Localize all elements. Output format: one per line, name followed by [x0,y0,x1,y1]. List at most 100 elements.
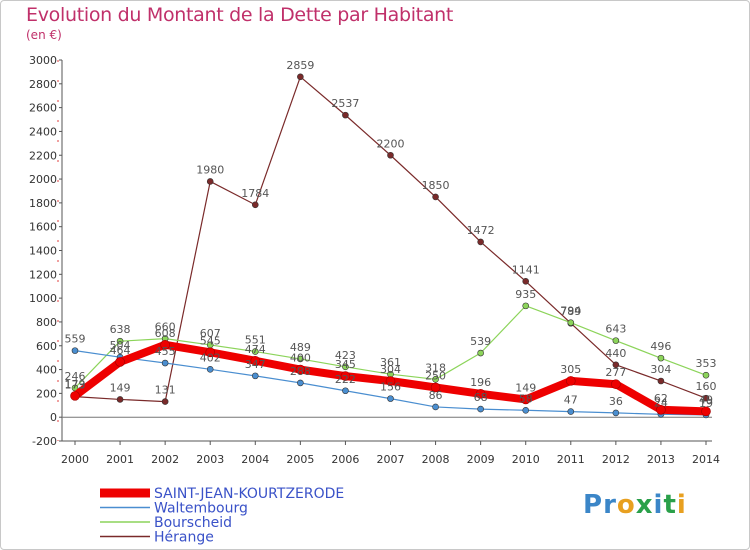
data-label-bourscheid: 607 [200,327,221,340]
data-label-h-range: 1980 [196,163,224,176]
data-label-waltembourg: 347 [245,358,266,371]
logo-letter: P [583,490,604,520]
y-tick-label: 1200 [29,268,57,281]
data-label-bourscheid: 489 [290,341,311,354]
data-label-saint-jean-kourtzerode: 304 [380,363,401,376]
y-tick-label: 2600 [29,102,57,115]
data-label-h-range: 304 [650,363,671,376]
data-label-waltembourg: 19 [699,397,713,410]
y-tick-label: 1400 [29,245,57,258]
y-tick-label: 3000 [29,54,57,67]
data-label-h-range: 2859 [286,59,314,72]
y-tick-label: 0 [50,411,57,424]
x-tick-label: 2006 [331,453,359,466]
data-point-saint-jean-kourtzerode [656,405,666,415]
y-tick-label: 2400 [29,125,57,138]
data-point-saint-jean-kourtzerode [340,371,351,381]
data-label-saint-jean-kourtzerode: 277 [605,366,626,379]
data-label-h-range: 440 [605,347,626,360]
x-tick-label: 2003 [196,453,224,466]
data-label-waltembourg: 402 [200,351,221,364]
y-tick-label: -200 [32,435,57,448]
x-tick-label: 2004 [241,453,269,466]
x-tick-label: 2013 [647,453,675,466]
data-label-h-range: 1784 [241,187,269,200]
data-label-saint-jean-kourtzerode: 149 [515,381,536,394]
data-point-waltembourg [387,395,394,402]
data-label-h-range: 160 [696,380,717,393]
data-label-waltembourg: 504 [110,339,131,352]
data-point-h-range [342,111,349,119]
data-point-h-range [206,178,214,185]
data-label-saint-jean-kourtzerode: 545 [200,334,221,347]
data-label-waltembourg: 68 [474,391,488,404]
data-point-h-range [297,73,304,81]
data-label-h-range: 2200 [377,137,405,150]
data-point-bourscheid [297,355,304,363]
data-label-saint-jean-kourtzerode: 49 [699,393,713,406]
legend-label-h-range: Hérange [154,530,214,546]
y-tick-label: 1800 [29,197,57,210]
legend-label-saint-jean-kourtzerode: SAINT-JEAN-KOURTZERODE [154,486,344,502]
data-label-h-range: 789 [560,305,581,318]
data-label-h-range: 149 [110,381,131,394]
data-label-saint-jean-kourtzerode: 464 [110,344,131,357]
x-tick-label: 2002 [151,453,179,466]
data-label-bourscheid: 638 [110,323,131,336]
proxiti-logo: Proxiti [583,490,687,520]
data-point-waltembourg [297,379,304,387]
data-point-saint-jean-kourtzerode [250,355,261,366]
y-tick-label: 1000 [29,292,57,305]
series-waltembourg [71,347,710,419]
data-label-h-range: 131 [155,384,176,397]
data-point-waltembourg [432,403,439,411]
data-label-bourscheid: 539 [470,335,491,348]
data-label-bourscheid: 794 [560,305,581,318]
x-tick-label: 2001 [106,453,134,466]
data-label-bourscheid: 935 [515,288,536,301]
data-point-saint-jean-kourtzerode [701,406,711,417]
data-point-saint-jean-kourtzerode [475,389,486,399]
x-tick-label: 2007 [377,453,405,466]
data-label-bourscheid: 361 [380,356,401,369]
data-label-waltembourg: 455 [155,345,176,358]
data-point-bourscheid [477,349,484,357]
data-point-bourscheid [522,302,530,310]
y-tick-label: 2200 [29,149,57,162]
logo-letter: i [653,490,664,520]
data-label-h-range: 2537 [331,97,359,110]
data-label-h-range: 1472 [467,224,495,237]
data-point-waltembourg [522,406,530,414]
y-tick-label: 1600 [29,221,57,234]
data-label-waltembourg: 86 [429,389,443,402]
x-tick-label: 2012 [602,453,630,466]
y-tick-label: 200 [36,387,57,400]
data-point-h-range [161,398,169,405]
data-point-saint-jean-kourtzerode [520,394,531,405]
data-label-waltembourg: 156 [380,381,401,394]
data-label-h-range: 173 [65,379,86,392]
data-point-waltembourg [206,366,214,373]
data-point-bourscheid [567,319,575,326]
data-point-saint-jean-kourtzerode [70,391,80,401]
data-point-h-range [387,151,394,159]
data-point-saint-jean-kourtzerode [160,339,170,350]
data-point-waltembourg [477,405,484,413]
data-point-saint-jean-kourtzerode [205,347,216,358]
data-label-bourscheid: 353 [696,357,717,370]
data-label-bourscheid: 551 [245,334,266,347]
data-label-h-range: 1850 [422,179,450,192]
data-point-bourscheid [657,354,665,362]
data-point-bourscheid [612,337,620,344]
data-label-saint-jean-kourtzerode: 179 [65,378,86,391]
data-label-waltembourg: 58 [519,392,533,405]
data-label-saint-jean-kourtzerode: 608 [155,327,176,340]
series-saint-jean-kourtzerode [70,339,711,417]
data-point-h-range [432,193,439,201]
data-point-waltembourg [342,387,349,395]
y-tick-label: 2000 [29,173,57,186]
x-tick-label: 2010 [512,453,540,466]
logo-letter: x [635,490,654,520]
data-point-h-range [612,361,620,369]
